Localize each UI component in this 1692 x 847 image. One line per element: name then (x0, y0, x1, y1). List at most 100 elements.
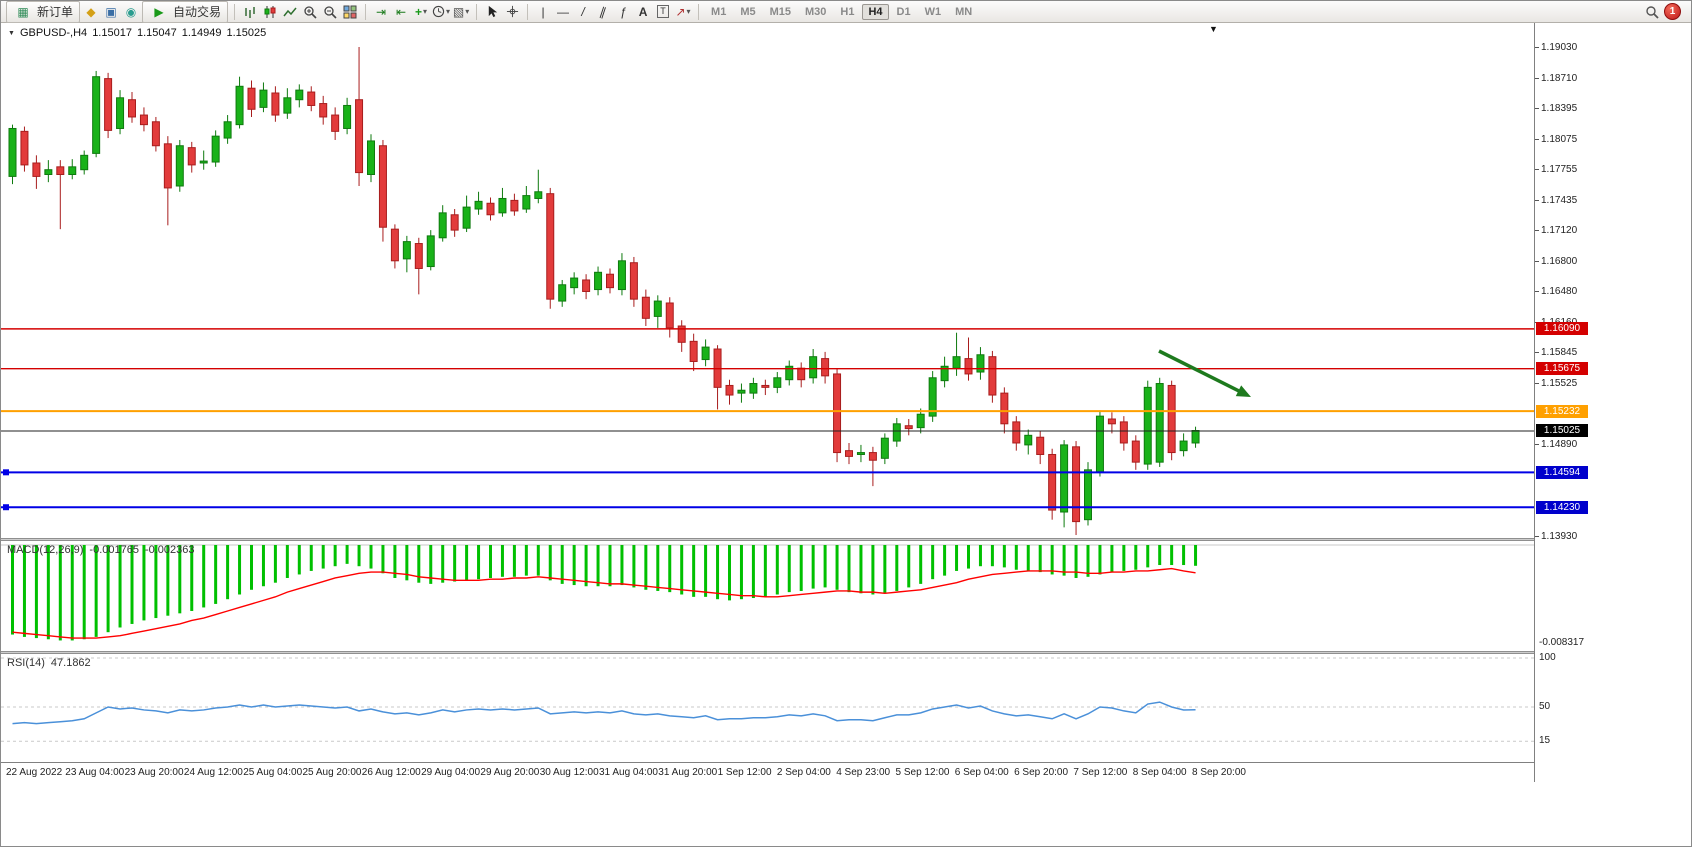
time-axis-label: 25 Aug 20:00 (302, 767, 362, 778)
bar-chart-icon[interactable] (241, 3, 259, 21)
tile-windows-icon[interactable] (341, 3, 359, 21)
timeframe-button-m5[interactable]: M5 (740, 5, 756, 18)
price-tick-mark (1535, 107, 1539, 109)
vertical-line-tool[interactable]: | (541, 4, 545, 19)
price-tick-label: 1.16480 (1541, 286, 1578, 298)
timeframe-button-d1[interactable]: D1 (896, 5, 911, 18)
zoom-in-icon[interactable] (301, 3, 319, 21)
time-axis-label: 30 Aug 12:00 (539, 767, 599, 778)
time-axis-label: 29 Aug 20:00 (480, 767, 540, 778)
candle-body (8, 127, 17, 177)
crosshair-tool-icon[interactable] (503, 3, 521, 21)
macd-histogram-bar (70, 545, 74, 641)
text-label-tool[interactable]: T (654, 3, 672, 21)
timeframe-button-h4[interactable]: H4 (862, 3, 889, 20)
candle-body (128, 99, 136, 118)
macd-histogram-bar (142, 545, 146, 621)
toolbar-separator (476, 3, 478, 20)
trend-arrow-object[interactable] (1158, 349, 1243, 395)
autoscroll-icon[interactable]: ⇥ (376, 4, 387, 19)
macd-histogram-bar (22, 545, 26, 637)
candle-body (641, 296, 650, 319)
toolbar-separator (527, 3, 529, 20)
text-tool[interactable]: A (638, 4, 648, 19)
candle-body (402, 241, 411, 260)
candle-body (175, 145, 184, 187)
periods-button[interactable]: ▾ (432, 3, 450, 21)
pane-separator[interactable] (1, 538, 1691, 541)
channel-tool[interactable]: ∥ (594, 3, 612, 21)
candle-body (80, 154, 89, 171)
symbol-dropdown-icon[interactable]: ▼ (8, 29, 15, 37)
macd-histogram-bar (763, 545, 767, 597)
autotrade-button[interactable]: ▶ 自动交易 (142, 1, 229, 23)
macd-main-value: -0.001765 (89, 544, 139, 556)
line-handle[interactable] (3, 469, 9, 476)
rsi-pane[interactable] (1, 654, 1534, 762)
timeframe-button-m30[interactable]: M30 (805, 5, 827, 18)
rsi-name: RSI(14) (7, 657, 45, 669)
trendline-tool[interactable]: / (581, 4, 585, 19)
macd-histogram-bar (1002, 545, 1006, 568)
community-icon[interactable]: ◉ (125, 4, 137, 19)
timeframe-button-m1[interactable]: M1 (711, 5, 727, 18)
macd-histogram-bar (82, 545, 86, 640)
arrows-tool[interactable]: ↗ ▾ (674, 3, 692, 21)
price-tick-mark (1535, 383, 1539, 385)
notifications-badge[interactable]: 1 (1664, 3, 1681, 20)
chart-shift-icon[interactable]: ⇤ (396, 4, 407, 19)
macd-histogram-bar (11, 545, 14, 635)
macd-histogram-bar (978, 545, 982, 567)
macd-histogram-bar (536, 545, 540, 576)
macd-histogram-bar (250, 545, 253, 590)
macd-histogram-bar (297, 545, 301, 575)
macd-histogram-bar (1062, 545, 1066, 576)
templates-button[interactable]: ▧ ▾ (452, 3, 470, 21)
search-icon[interactable] (1643, 3, 1661, 21)
macd-histogram-bar (871, 545, 875, 595)
price-tick-label: 1.16800 (1541, 255, 1578, 267)
macd-histogram-bar (465, 545, 469, 581)
line-chart-icon[interactable] (281, 3, 299, 21)
candle-body (856, 452, 865, 455)
candle-body (1024, 434, 1033, 446)
time-axis-label: 31 Aug 20:00 (658, 767, 718, 778)
macd-histogram-bar (166, 545, 170, 616)
candlestick-chart-icon[interactable] (261, 3, 279, 21)
timeframe-button-mn[interactable]: MN (955, 5, 973, 18)
line-handle[interactable] (3, 504, 9, 511)
candle-body (1000, 392, 1009, 425)
candle-body (629, 262, 638, 300)
candle-body (414, 243, 423, 269)
zoom-out-icon[interactable] (321, 3, 339, 21)
medal-icon[interactable]: ◆ (86, 4, 96, 19)
new-order-button[interactable]: ▦ 新订单 (6, 1, 81, 23)
candle-body (1143, 386, 1152, 465)
timeframe-button-h1[interactable]: H1 (840, 5, 855, 18)
candle-body (319, 103, 328, 118)
last-bar-marker-icon[interactable]: ▼ (1209, 24, 1218, 34)
macd-histogram-bar (931, 545, 935, 580)
main-chart-pane[interactable] (1, 23, 1534, 538)
cursor-tool-icon[interactable] (483, 3, 501, 21)
candle-body (737, 389, 746, 394)
timeframe-button-w1[interactable]: W1 (924, 5, 942, 18)
candle-body (390, 228, 399, 262)
macd-pane[interactable] (1, 541, 1534, 651)
horizontal-line-tool[interactable]: — (557, 4, 570, 19)
ohlc-close: 1.15025 (226, 27, 267, 39)
indicators-button[interactable]: + ▾ (412, 3, 430, 21)
macd-histogram-bar (202, 545, 206, 608)
macd-axis-label: -0.008317 (1539, 637, 1585, 648)
pane-separator[interactable] (1, 651, 1691, 654)
price-tick-mark (1535, 291, 1539, 293)
fibonacci-tool[interactable]: ƒ (619, 4, 627, 19)
macd-histogram-bar (943, 545, 947, 576)
price-tag: 1.15025 (1536, 424, 1588, 438)
macd-histogram-bar (345, 545, 349, 564)
time-axis-label: 8 Sep 20:00 (1192, 767, 1246, 778)
price-tag: 1.14230 (1536, 500, 1588, 514)
profile-icon[interactable]: ▣ (105, 4, 117, 19)
macd-histogram-bar (441, 545, 445, 583)
timeframe-button-m15[interactable]: M15 (769, 5, 791, 18)
